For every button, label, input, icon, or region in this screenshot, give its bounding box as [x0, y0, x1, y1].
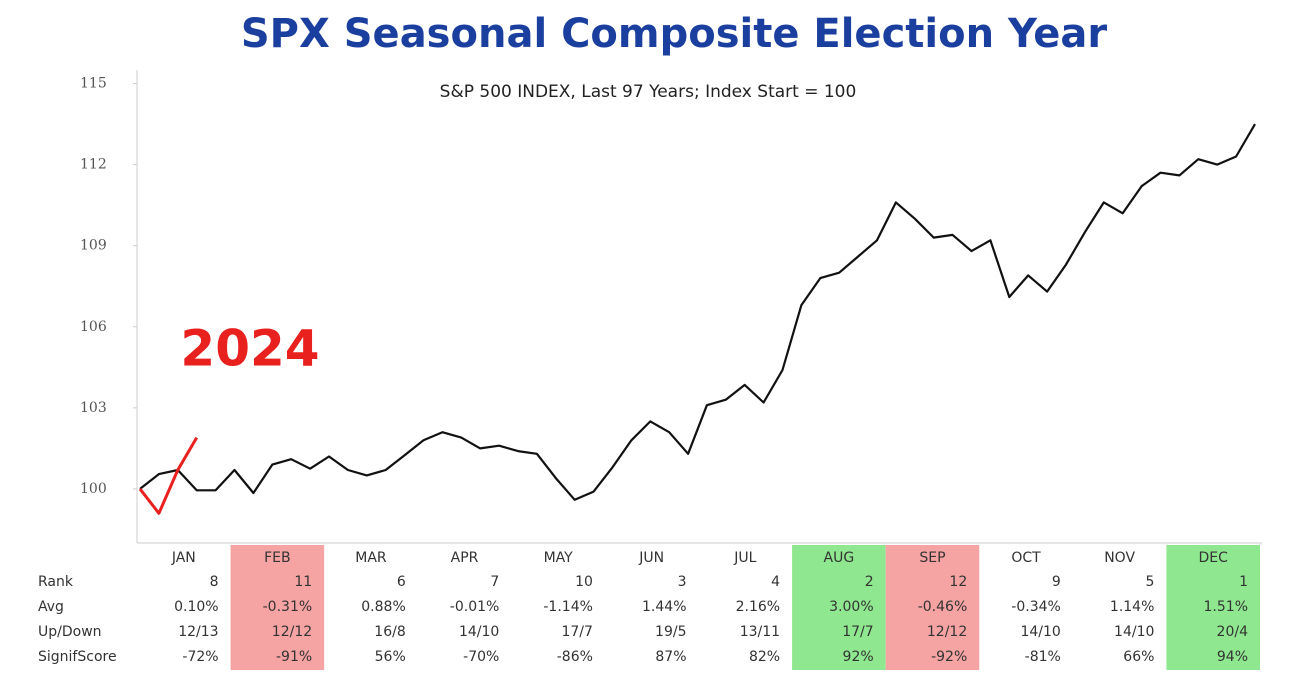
table-cell: 14/10	[1114, 624, 1154, 640]
month-header: DEC	[1199, 550, 1229, 566]
month-header: JUL	[733, 550, 756, 566]
series-line	[139, 123, 1256, 501]
table-cell: 4	[771, 574, 780, 590]
table-cell: 1	[1239, 574, 1248, 590]
table-cell: 16/8	[374, 624, 405, 640]
series-line	[138, 436, 198, 515]
table-cell: 87%	[655, 649, 686, 665]
table-cell: 82%	[749, 649, 780, 665]
y-tick-label: 100	[80, 481, 107, 497]
table-cell: 5	[1145, 574, 1154, 590]
table-cell: -0.31%	[263, 599, 313, 615]
month-header: OCT	[1011, 550, 1041, 566]
row-label: SignifScore	[38, 649, 117, 665]
table-cell: 1.51%	[1204, 599, 1248, 615]
table-cell: -86%	[557, 649, 593, 665]
table-cell: -91%	[276, 649, 312, 665]
table-cell: 1.14%	[1110, 599, 1154, 615]
table-cell: -70%	[463, 649, 499, 665]
table-cell: 3.00%	[829, 599, 873, 615]
table-cell: -0.34%	[1011, 599, 1061, 615]
table-cell: 17/7	[561, 624, 592, 640]
table-cell: 11	[294, 574, 312, 590]
table-cell: 3	[678, 574, 687, 590]
chart-title: SPX Seasonal Composite Election Year	[241, 11, 1108, 57]
y-tick-label: 109	[80, 238, 107, 254]
month-header: JUN	[638, 550, 664, 566]
table-cell: 0.10%	[174, 599, 218, 615]
y-tick-label: 112	[80, 157, 107, 173]
month-header: FEB	[264, 550, 291, 566]
highlight-cell	[885, 545, 980, 670]
table-cell: 0.88%	[361, 599, 405, 615]
table-cell: 10	[575, 574, 593, 590]
month-header: APR	[451, 550, 479, 566]
table-cell: 12	[949, 574, 967, 590]
table-cell: 9	[1052, 574, 1061, 590]
month-header: AUG	[824, 550, 855, 566]
table-cell: 12/12	[927, 624, 967, 640]
month-header: MAY	[544, 550, 574, 566]
highlight-cell	[230, 545, 325, 670]
table-cell: 7	[490, 574, 499, 590]
table-cell: 66%	[1123, 649, 1154, 665]
table-cell: 94%	[1217, 649, 1248, 665]
month-header: MAR	[355, 550, 387, 566]
table-cell: -72%	[182, 649, 218, 665]
row-label: Avg	[38, 599, 64, 615]
table-cell: -92%	[931, 649, 967, 665]
table-cell: 2.16%	[736, 599, 780, 615]
table-cell: 56%	[375, 649, 406, 665]
table-cell: 92%	[843, 649, 874, 665]
table-cell: 14/10	[459, 624, 499, 640]
table-cell: -81%	[1025, 649, 1061, 665]
month-header: SEP	[919, 550, 945, 566]
highlight-cell	[1166, 545, 1260, 670]
table-cell: -1.14%	[543, 599, 593, 615]
y-tick-label: 115	[80, 76, 107, 92]
month-header: NOV	[1104, 550, 1135, 566]
highlight-cell	[792, 545, 886, 670]
table-cell: -0.01%	[450, 599, 500, 615]
table-cell: 2	[865, 574, 874, 590]
row-label: Rank	[38, 574, 74, 590]
table-cell: 6	[397, 574, 406, 590]
month-header: JAN	[171, 550, 196, 566]
table-cell: 20/4	[1217, 624, 1249, 640]
table-cell: -0.46%	[918, 599, 968, 615]
row-label: Up/Down	[38, 624, 102, 640]
table-cell: 8	[210, 574, 219, 590]
table-cell: 19/5	[655, 624, 686, 640]
table-cell: 14/10	[1020, 624, 1060, 640]
table-cell: 17/7	[842, 624, 873, 640]
table-cell: 13/11	[740, 624, 780, 640]
chart-subtitle: S&P 500 INDEX, Last 97 Years; Index Star…	[440, 82, 857, 102]
table-cell: 1.44%	[642, 599, 686, 615]
table-cell: 12/13	[178, 624, 218, 640]
table-cell: 12/12	[272, 624, 312, 640]
annotation: 2024	[180, 320, 319, 378]
y-tick-label: 106	[80, 319, 107, 335]
y-tick-label: 103	[80, 400, 107, 416]
